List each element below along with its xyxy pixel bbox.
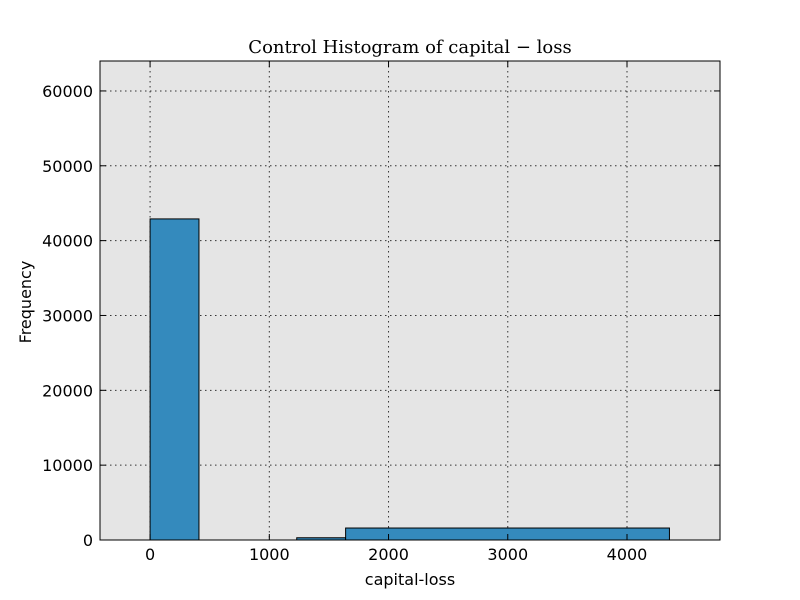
x-tick-label: 1000 <box>249 545 290 564</box>
y-tick-label: 20000 <box>42 381 93 400</box>
y-axis-label: Frequency <box>16 261 35 344</box>
x-tick-label: 3000 <box>487 545 528 564</box>
y-tick-label: 10000 <box>42 456 93 475</box>
histogram-bar <box>149 218 200 541</box>
y-tick-label: 0 <box>83 531 93 550</box>
x-tick-label: 0 <box>145 545 155 564</box>
plot-background <box>100 61 720 540</box>
x-tick-label: 4000 <box>607 545 648 564</box>
y-tick-label: 60000 <box>42 82 93 101</box>
grid-layer <box>100 61 720 541</box>
y-tick-label: 30000 <box>42 306 93 325</box>
x-tick-label: 2000 <box>368 545 409 564</box>
x-axis-label: capital-loss <box>365 570 455 589</box>
y-tick-label: 40000 <box>42 232 93 251</box>
ticks-layer: 0 1000 2000 3000 400001000020000300004000050… <box>42 60 721 564</box>
chart-title: Control Histogram of capital − loss <box>248 37 571 58</box>
y-tick-label: 50000 <box>42 157 93 176</box>
plot-frame <box>99 60 721 541</box>
